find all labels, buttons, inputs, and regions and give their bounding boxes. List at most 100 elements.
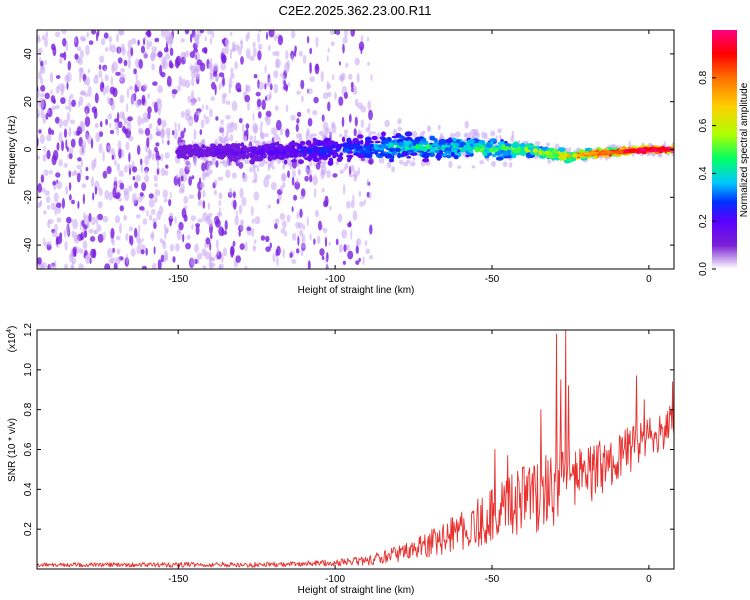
heatmap-signal-cell	[214, 148, 222, 154]
heatmap-noise-cell	[302, 54, 307, 64]
heatmap-noise-cell	[63, 229, 67, 239]
heatmap-noise-cell	[77, 157, 82, 162]
heatmap-noise-cell	[332, 173, 338, 178]
heatmap-signal-cell	[474, 146, 480, 153]
heatmap-noise-cell	[146, 209, 149, 217]
heatmap-signal-cell	[429, 147, 436, 151]
heatmap-noise-cell	[358, 190, 362, 197]
heatmap-signal-cell	[221, 148, 229, 152]
heatmap-signal-cell	[511, 144, 520, 149]
heatmap-noise-cell	[283, 62, 290, 74]
heatmap-signal-cell	[445, 138, 454, 144]
heatmap-noise-cell	[139, 158, 143, 166]
heatmap-noise-cell	[61, 30, 67, 35]
heatmap-noise-cell	[104, 47, 109, 52]
heatmap-halo-cell	[464, 120, 470, 129]
heatmap-noise-cell	[266, 31, 268, 41]
snr-y-multiplier-base: (x10	[7, 332, 18, 352]
heatmap-noise-cell	[343, 244, 347, 253]
heatmap-noise-cell	[84, 249, 88, 256]
heatmap-noise-cell	[266, 77, 272, 87]
heatmap-cells	[37, 30, 674, 269]
heatmap-noise-cell	[254, 239, 257, 245]
heatmap-noise-cell	[220, 253, 224, 263]
heatmap-noise-cell	[43, 169, 49, 176]
heatmap-noise-cell	[147, 106, 152, 114]
heatmap-noise-cell	[264, 83, 267, 90]
x-tick-label: -150	[168, 574, 188, 585]
heatmap-noise-cell	[63, 163, 68, 168]
heatmap-noise-cell	[363, 199, 367, 205]
heatmap-noise-cell	[137, 144, 141, 156]
heatmap-noise-cell	[272, 252, 276, 263]
heatmap-noise-cell	[123, 116, 127, 126]
heatmap-noise-cell	[196, 73, 201, 78]
heatmap-noise-cell	[157, 117, 162, 126]
heatmap-noise-cell	[183, 52, 187, 62]
heatmap-noise-cell	[296, 118, 300, 124]
heatmap-signal-cell	[211, 143, 217, 149]
heatmap-signal-cell	[432, 142, 439, 147]
heatmap-halo-cell	[399, 160, 404, 165]
heatmap-signal-cell	[406, 149, 415, 153]
heatmap-noise-cell	[254, 216, 261, 225]
heatmap-halo-cell	[318, 130, 325, 136]
heatmap-noise-cell	[169, 33, 174, 44]
heatmap-noise-cell	[180, 38, 185, 43]
heatmap-noise-cell	[61, 197, 65, 209]
heatmap-noise-cell	[174, 216, 177, 224]
heatmap-noise-cell	[280, 73, 284, 78]
heatmap-noise-cell	[364, 240, 368, 247]
heatmap-noise-cell	[70, 138, 76, 148]
heatmap-noise-cell	[290, 30, 296, 39]
heatmap-noise-cell	[326, 83, 332, 89]
snr-series-line	[37, 330, 674, 568]
heatmap-noise-cell	[185, 161, 192, 170]
colorbar-tick-label: 0.2	[698, 214, 709, 228]
heatmap-noise-cell	[189, 64, 194, 71]
heatmap-noise-cell	[86, 31, 89, 38]
heatmap-noise-cell	[201, 104, 204, 111]
heatmap-signal-cell	[267, 150, 273, 155]
heatmap-noise-cell	[162, 189, 168, 199]
heatmap-noise-cell	[185, 242, 191, 250]
heatmap-noise-cell	[105, 118, 108, 126]
heatmap-noise-cell	[260, 235, 266, 241]
heatmap-signal-cell	[269, 155, 274, 160]
heatmap-noise-cell	[148, 148, 153, 159]
heatmap-noise-cell	[292, 169, 296, 178]
heatmap-noise-cell	[352, 85, 358, 95]
heatmap-halo-cell	[223, 136, 230, 143]
heatmap-signal-cell	[422, 137, 427, 143]
heatmap-signal-cell	[200, 149, 207, 154]
heatmap-halo-cell	[207, 161, 213, 166]
heatmap-noise-cell	[138, 224, 141, 232]
heatmap-noise-cell	[348, 113, 352, 123]
heatmap-noise-cell	[283, 83, 289, 91]
heatmap-noise-cell	[47, 219, 51, 229]
heatmap-signal-cell	[333, 152, 337, 158]
heatmap-noise-cell	[218, 200, 221, 207]
heatmap-noise-cell	[80, 159, 84, 168]
heatmap-noise-cell	[345, 62, 349, 68]
heatmap-halo-cell	[258, 162, 265, 167]
heatmap-noise-cell	[274, 34, 277, 42]
heatmap-noise-cell	[196, 252, 203, 260]
heatmap-signal-cell	[532, 148, 539, 153]
heatmap-noise-cell	[174, 57, 180, 69]
heatmap-noise-cell	[71, 171, 75, 177]
heatmap-noise-cell	[275, 50, 280, 57]
heatmap-noise-cell	[46, 134, 52, 142]
heatmap-noise-cell	[190, 215, 196, 222]
heatmap-noise-cell	[160, 30, 165, 38]
heatmap-signal-cell	[559, 153, 568, 158]
heatmap-noise-cell	[66, 216, 72, 224]
heatmap-noise-cell	[78, 96, 84, 106]
heatmap-halo-cell	[368, 130, 372, 139]
heatmap-noise-cell	[146, 137, 150, 148]
heatmap-noise-cell	[135, 214, 141, 219]
y-tick-label: 0.8	[23, 402, 34, 416]
heatmap-noise-cell	[79, 91, 86, 96]
heatmap-halo-cell	[348, 174, 354, 178]
heatmap-ridge-cell	[580, 152, 585, 156]
